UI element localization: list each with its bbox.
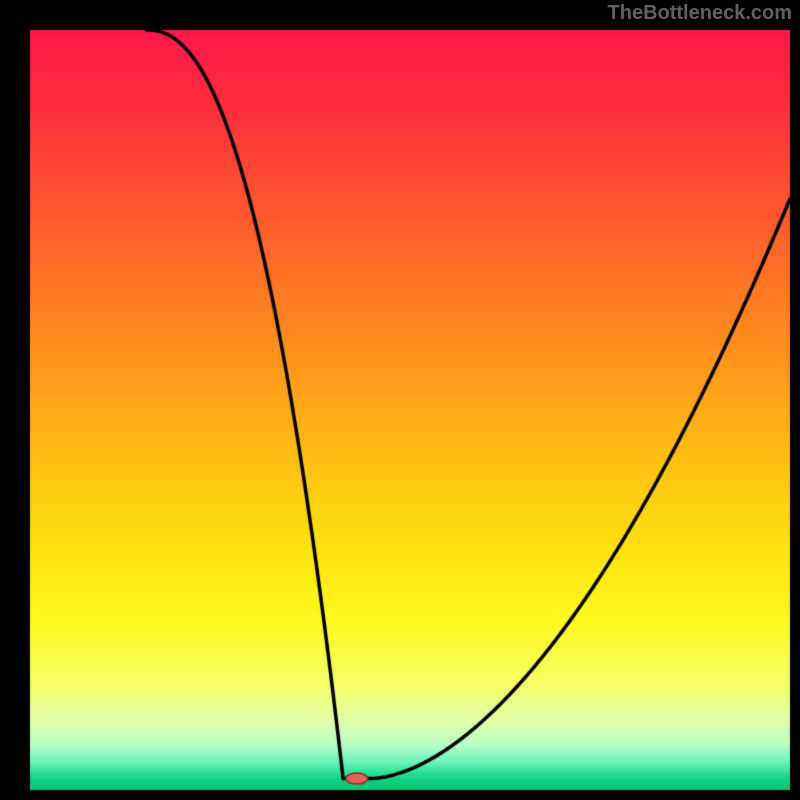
watermark-text: TheBottleneck.com bbox=[608, 2, 792, 25]
bottleneck-chart bbox=[0, 0, 800, 800]
